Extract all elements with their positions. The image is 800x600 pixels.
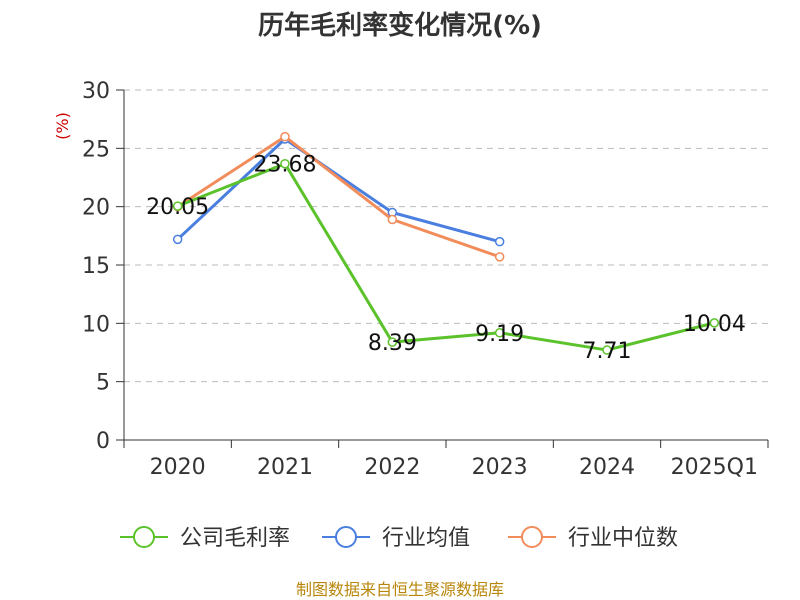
data-point [280, 131, 290, 142]
data-point [387, 214, 398, 225]
x-tick-label: 2021 [257, 455, 313, 480]
series-0 [172, 158, 720, 355]
y-tick-label: 5 [96, 371, 110, 396]
legend-item-0: 公司毛利率 [120, 526, 290, 551]
axes: 0 5 10 15 20 25 30 2020 2021 2022 2023 2024 2025Q1 [82, 79, 769, 480]
chart-title: 历年毛利率变化情况(%) [258, 10, 542, 41]
legend-marker [133, 526, 155, 548]
legend: 公司毛利率 行业均值 行业中位数 [120, 526, 678, 551]
data-point [387, 337, 398, 347]
source-note: 制图数据来自恒生聚源数据库 [296, 580, 504, 599]
x-tick-label: 2020 [150, 455, 206, 480]
x-tick-label: 2023 [472, 455, 528, 480]
grid-lines [124, 89, 768, 383]
data-point [172, 234, 183, 245]
data-point [494, 236, 505, 247]
data-point [280, 158, 290, 169]
series-line-1 [176, 137, 501, 244]
y-tick-label: 0 [96, 429, 110, 454]
data-label: 7.71 [583, 339, 632, 364]
series-line-2 [176, 135, 501, 259]
series-line-0 [177, 162, 715, 352]
data-point [602, 345, 612, 355]
x-tick-label: 2025Q1 [671, 455, 758, 480]
y-tick-label: 30 [82, 79, 110, 104]
series-1 [172, 134, 505, 247]
legend-label: 行业中位数 [568, 526, 678, 551]
data-label: 10.04 [683, 312, 746, 337]
legend-item-1: 行业均值 [322, 526, 470, 551]
x-tick-label: 2024 [579, 455, 635, 480]
data-point [494, 252, 505, 262]
data-labels: 20.05 23.68 8.39 9.19 7.71 10.04 [146, 153, 746, 364]
legend-label: 行业均值 [382, 526, 470, 551]
y-tick-label: 20 [82, 196, 110, 221]
y-tick-label: 25 [82, 137, 110, 162]
data-label: 9.19 [475, 322, 524, 347]
data-label: 20.05 [146, 195, 209, 220]
y-axis-label: (%) [53, 112, 72, 140]
data-label: 8.39 [368, 331, 417, 356]
series-layer [172, 131, 720, 355]
y-tick-label: 15 [82, 254, 110, 279]
legend-marker [521, 526, 543, 548]
legend-marker [335, 526, 357, 548]
x-tick-label: 2022 [364, 455, 420, 480]
data-point [494, 328, 505, 338]
data-point [709, 318, 720, 328]
data-point [172, 201, 183, 211]
legend-item-2: 行业中位数 [508, 526, 678, 551]
data-label: 23.68 [254, 153, 317, 178]
legend-label: 公司毛利率 [180, 526, 290, 551]
y-tick-label: 10 [82, 312, 110, 337]
